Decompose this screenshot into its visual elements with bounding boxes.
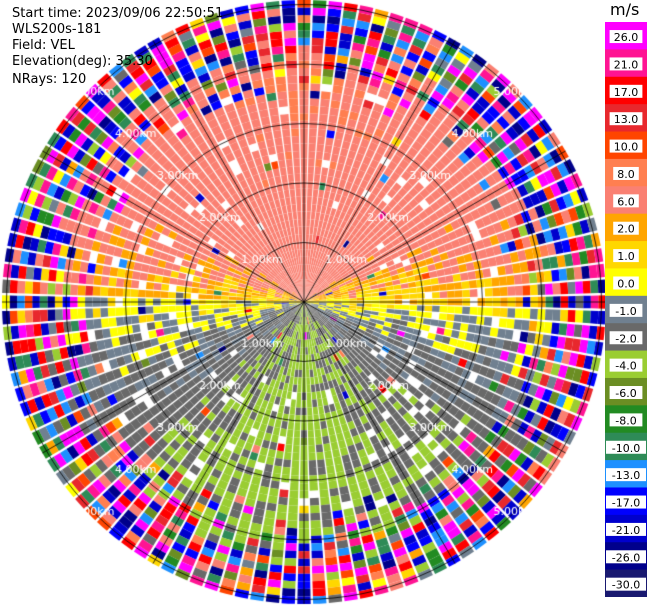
colorbar-label-bg [609, 30, 643, 44]
colorbar-label-bg [609, 57, 643, 71]
colorbar-label-bg [609, 303, 643, 317]
colorbar-tick-label: -6.0 [615, 387, 636, 400]
colorbar-tick-label: -4.0 [615, 360, 636, 373]
colorbar-tick-label: -30.0 [612, 579, 640, 592]
colorbar-label-bg [613, 194, 639, 208]
colorbar-tick-label: -17.0 [612, 497, 640, 510]
colorbar-label-bg [613, 249, 639, 263]
colorbar-label-bg [609, 331, 643, 345]
colorbar-tick-label: -10.0 [612, 442, 640, 455]
colorbar-label-bg [606, 522, 646, 536]
colorbar-tick-label: 1.0 [617, 250, 635, 263]
colorbar-label-bg [606, 440, 646, 454]
colorbar-tick-label: 21.0 [614, 58, 639, 71]
colorbar-tick-label: 13.0 [614, 113, 639, 126]
colorbar-tick-label: -1.0 [615, 305, 636, 318]
colorbar-tick-label: -2.0 [615, 332, 636, 345]
colorbar-label-bg [613, 221, 639, 235]
colorbar-label-bg [606, 550, 646, 564]
colorbar-label-bg [609, 413, 643, 427]
colorbar-unit-label: m/s [610, 0, 640, 19]
colorbar-tick-label: -21.0 [612, 524, 640, 537]
colorbar-label-bg [609, 139, 643, 153]
colorbar-label-bg [606, 495, 646, 509]
colorbar-tick-label: 8.0 [617, 168, 635, 181]
colorbar-label-bg [609, 358, 643, 372]
colorbar-tick-label: 6.0 [617, 195, 635, 208]
colorbar-tick-label: -26.0 [612, 551, 640, 564]
colorbar-tick-label: -8.0 [615, 414, 636, 427]
start-time-label: Start time: 2023/09/06 22:50:51 [12, 6, 224, 21]
colorbar-label-bg [613, 166, 639, 180]
colorbar-tick-label: -13.0 [612, 469, 640, 482]
colorbar-label-bg [613, 276, 639, 290]
colorbar-tick-label: 17.0 [614, 86, 639, 99]
colorbar: 26.0 21.0 17.0 13.0 10.0 8.0 6.0 2.0 1.0 0.0 -1.0 -… [605, 22, 647, 597]
colorbar-label-bg [609, 386, 643, 400]
field-label: Field: VEL [12, 38, 75, 53]
nrays-label: NRays: 120 [12, 72, 87, 87]
colorbar-tick-label: 0.0 [617, 277, 635, 290]
colorbar-tick-label: 10.0 [614, 141, 639, 154]
elevation-label: Elevation(deg): 35.30 [12, 54, 153, 69]
colorbar-tick-label: 26.0 [614, 31, 639, 44]
colorbar-label-bg [606, 468, 646, 482]
colorbar-label-bg [609, 112, 643, 126]
colorbar-label-bg [606, 577, 646, 591]
instrument-label: WLS200s-181 [12, 22, 102, 37]
colorbar-tick-label: 2.0 [617, 223, 635, 236]
colorbar-label-bg [609, 84, 643, 98]
